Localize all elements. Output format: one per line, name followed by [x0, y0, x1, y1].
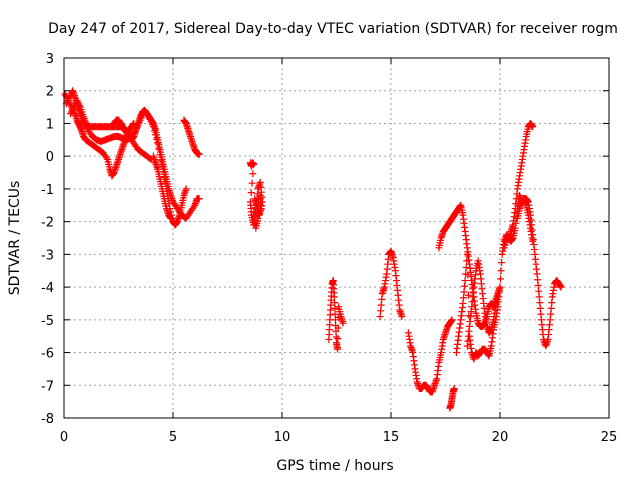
data-point [190, 203, 198, 211]
y-tick-label: 2 [46, 85, 54, 100]
data-point [497, 275, 505, 283]
data-point [334, 345, 342, 353]
data-point [461, 277, 469, 285]
data-point [250, 160, 258, 168]
y-tick-label: -7 [41, 379, 54, 394]
axis-ticks: 0 5 10 15 20 25 -8 -7 -6 -5 -4 -3 -2 -1 0 1 2 3 [41, 52, 617, 445]
data-point [450, 385, 458, 393]
data-point [334, 335, 342, 343]
y-tick-label: -2 [41, 216, 54, 231]
data-point [529, 237, 537, 245]
data-point [70, 103, 78, 111]
data-point [464, 291, 472, 299]
data-point [65, 95, 73, 103]
data-point [529, 123, 537, 131]
data-point [76, 101, 84, 109]
x-tick-label: 10 [274, 430, 291, 445]
y-tick-label: 1 [46, 117, 54, 132]
x-tick-label: 15 [383, 430, 400, 445]
data-point [182, 185, 190, 193]
y-tick-label: -5 [41, 314, 54, 329]
y-tick-label: 3 [46, 52, 54, 67]
data-point [448, 316, 456, 324]
data-point [73, 97, 81, 105]
plot-frame [63, 57, 610, 419]
data-point [464, 271, 472, 279]
x-tick-label: 20 [492, 430, 509, 445]
data-point [496, 283, 504, 291]
y-tick-label: 0 [46, 150, 54, 165]
y-tick-label: -1 [41, 183, 54, 198]
data-point [398, 313, 406, 321]
y-tick-label: -8 [41, 412, 54, 427]
x-tick-label: 5 [169, 430, 177, 445]
y-tick-label: -3 [41, 248, 54, 263]
data-point [497, 267, 505, 275]
data-point [103, 154, 111, 162]
x-tick-label: 25 [601, 430, 618, 445]
data-point [251, 195, 259, 203]
data-point [248, 179, 256, 187]
data-point [68, 106, 76, 114]
y-tick-label: -4 [41, 281, 54, 296]
data-point [249, 170, 257, 178]
data-point [67, 108, 75, 116]
data-point [247, 189, 255, 197]
data-point [69, 105, 77, 113]
y-tick-label: -6 [41, 347, 54, 362]
data-point [462, 263, 470, 271]
y-axis-label: SDTVAR / TECUs [7, 181, 23, 296]
chart-title: Day 247 of 2017, Sidereal Day-to-day VTE… [48, 21, 618, 37]
data-point [250, 208, 258, 216]
data-point [167, 214, 175, 222]
data-point [61, 90, 69, 98]
data-point [63, 98, 71, 106]
data-point [494, 293, 502, 301]
data-point [195, 195, 203, 203]
data-point [498, 259, 506, 267]
x-tick-label: 0 [60, 430, 68, 445]
data-point [463, 257, 471, 265]
x-axis-label: GPS time / hours [276, 458, 393, 474]
data-point [195, 151, 203, 159]
data-points [61, 87, 565, 412]
data-point [334, 324, 342, 332]
data-point [463, 250, 471, 258]
data-point [74, 98, 82, 106]
data-point [64, 97, 72, 105]
data-point [557, 283, 565, 291]
data-point [339, 319, 347, 327]
data-point [67, 110, 75, 118]
data-point [465, 312, 473, 320]
data-point [75, 100, 83, 108]
